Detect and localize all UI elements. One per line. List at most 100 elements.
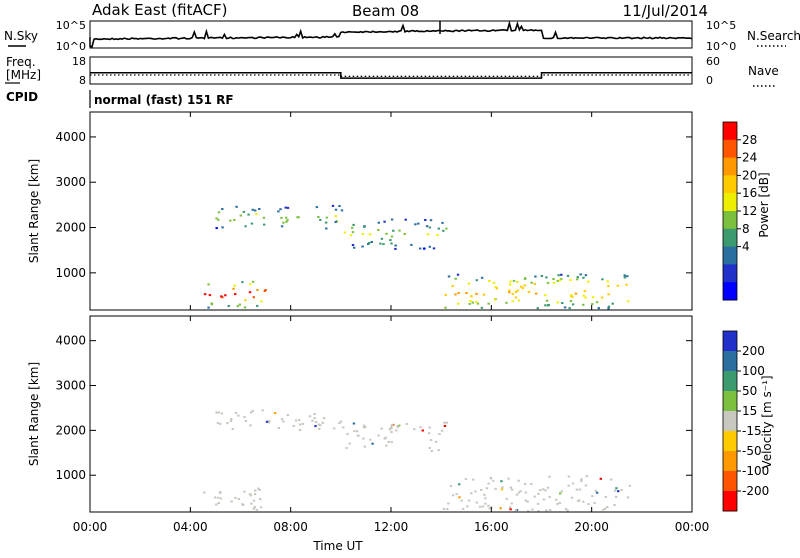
range-gate-cell — [537, 510, 540, 513]
range-gate-cell — [286, 206, 290, 209]
range-gate-cell — [474, 490, 477, 493]
range-gate-cell — [353, 430, 356, 433]
range-gate-cell — [250, 502, 253, 505]
time-axis-label: Time UT — [312, 539, 363, 553]
x-tick-label: 20:00 — [574, 520, 609, 534]
range-gate-cell — [390, 218, 394, 221]
range-gate-cell — [509, 486, 513, 489]
range-gate-cell — [451, 494, 455, 497]
cpid-label: CPID — [6, 90, 38, 104]
range-gate-cell — [584, 296, 587, 299]
range-gate-cell — [454, 293, 457, 296]
range-gate-cell — [445, 227, 448, 230]
range-gate-cell — [368, 233, 372, 236]
range-gate-cell — [362, 437, 365, 440]
range-gate-cell — [523, 284, 526, 287]
range-gate-cell — [441, 221, 444, 224]
range-gate-cell — [467, 282, 471, 285]
range-gate-cell — [560, 278, 563, 281]
range-gate-cell — [241, 503, 244, 506]
range-gate-cell — [492, 281, 496, 284]
range-gate-cell — [480, 489, 483, 491]
range-gate-cell — [508, 289, 511, 292]
range-gate-cell — [363, 225, 366, 228]
range-gate-cell — [537, 492, 540, 495]
range-gate-cell — [570, 496, 574, 499]
range-gate-cell — [558, 279, 561, 282]
range-gate-cell — [482, 293, 486, 296]
range-gate-cell — [442, 229, 445, 232]
colorbar-swatch — [723, 193, 737, 212]
range-gate-cell — [256, 304, 259, 307]
range-gate-cell — [308, 415, 312, 418]
colorbar-swatch — [723, 282, 737, 301]
range-gate-cell — [244, 225, 247, 228]
range-gate-cell — [512, 279, 516, 282]
range-gate-cell — [444, 306, 447, 309]
range-gate-cell — [256, 289, 259, 291]
velocity-panel: 4000 3000 2000 1000 Slant Range [km] — [27, 315, 693, 513]
range-gate-cell — [523, 277, 527, 280]
colorbar-tick-label: 4 — [742, 240, 750, 254]
range-gate-cell — [443, 425, 447, 427]
freq-label: Freq. — [6, 55, 36, 69]
range-gate-cell — [500, 488, 504, 491]
range-gate-cell — [259, 498, 262, 501]
range-gate-cell — [571, 303, 575, 306]
range-gate-cell — [231, 428, 234, 430]
range-gate-cell — [461, 507, 465, 510]
range-gate-cell — [257, 487, 260, 490]
noise-tick-top-left: 10^5 — [56, 19, 86, 32]
range-gate-cell — [545, 299, 549, 302]
range-gate-cell — [217, 411, 220, 414]
range-gate-cell — [494, 286, 497, 289]
colorbar-tick-label: -50 — [742, 444, 762, 458]
range-gate-cell — [226, 422, 229, 425]
range-gate-cell — [297, 216, 300, 219]
range-gate-cell — [428, 447, 431, 449]
range-gate-cell — [217, 211, 221, 214]
range-gate-cell — [382, 243, 385, 246]
noise-tick-bottom-left: 10^0 — [56, 40, 86, 53]
range-gate-cell — [248, 291, 252, 294]
range-gate-cell — [352, 223, 355, 226]
range-gate-cell — [221, 226, 224, 229]
range-gate-cell — [229, 420, 233, 423]
range-gate-cell — [610, 478, 613, 481]
range-gate-cell — [249, 494, 253, 497]
range-gate-cell — [403, 233, 406, 235]
range-gate-cell — [514, 291, 518, 293]
range-gate-cell — [484, 497, 487, 500]
range-gate-cell — [351, 244, 355, 246]
range-gate-cell — [247, 213, 250, 216]
range-gate-cell — [508, 506, 512, 509]
range-gate-cell — [258, 208, 261, 210]
range-gate-cell — [377, 434, 380, 437]
nave-tick-top: 60 — [706, 55, 720, 68]
range-gate-cell — [475, 292, 478, 295]
range-gate-cell — [514, 296, 518, 299]
range-gate-cell — [249, 424, 252, 427]
range-gate-cell — [508, 283, 512, 286]
colorbar-tick-label: 50 — [742, 384, 757, 398]
range-gate-cell — [345, 447, 348, 449]
range-gate-cell — [398, 229, 401, 232]
range-gate-cell — [252, 507, 256, 510]
range-gate-cell — [311, 419, 314, 422]
range-gate-cell — [576, 278, 579, 281]
range-gate-cell — [519, 285, 523, 288]
range-gate-cell — [447, 502, 450, 505]
range-gate-cell — [285, 220, 288, 223]
range-gate-cell — [516, 289, 519, 292]
range-gate-cell — [545, 276, 548, 279]
range-gate-cell — [286, 414, 289, 416]
range-gate-cell — [238, 303, 241, 306]
colorbar-swatch — [723, 122, 737, 141]
range-gate-cell — [563, 306, 567, 309]
velocity-ylabel: Slant Range [km] — [27, 362, 41, 466]
colorbar-tick-label: 28 — [742, 133, 757, 147]
range-gate-cell — [546, 486, 550, 489]
x-tick-label: 00:00 — [73, 520, 108, 534]
range-gate-cell — [587, 503, 590, 505]
velocity-colorbar-label: Velocity [m s⁻¹] — [760, 375, 774, 468]
